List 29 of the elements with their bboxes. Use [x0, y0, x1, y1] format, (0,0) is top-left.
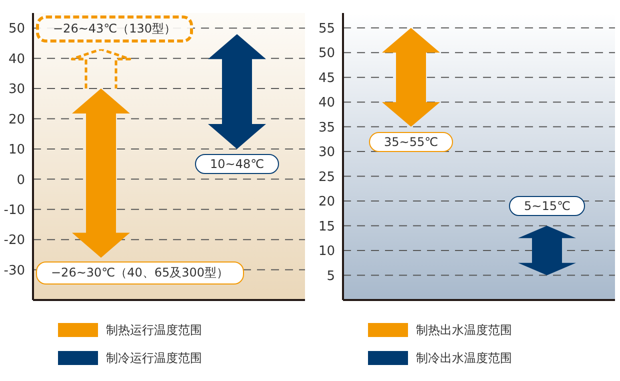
y-tick-label: 10 — [318, 244, 335, 260]
y-tick-label: 20 — [8, 112, 25, 128]
annotation: 5~15℃ — [524, 198, 570, 213]
y-tick-label: 50 — [318, 46, 335, 62]
annotation: 35~55℃ — [384, 134, 438, 149]
y-tick-label: 0 — [16, 172, 25, 188]
annotation: −26~30℃（40、65及300型） — [51, 266, 229, 280]
y-tick-label: 45 — [318, 70, 335, 86]
legend-label: 制冷运行温度范围 — [106, 350, 202, 366]
y-tick-label: 35 — [318, 120, 335, 136]
y-tick-label: 30 — [8, 82, 25, 98]
y-tick-label: 10 — [8, 142, 25, 158]
y-tick-label: 5 — [326, 268, 335, 284]
legend-label: 制热运行温度范围 — [106, 322, 202, 338]
y-tick-label: 20 — [318, 194, 335, 210]
annotation: −26~43℃（130型） — [53, 22, 176, 36]
y-tick-label: 50 — [8, 22, 25, 37]
y-tick-label: -20 — [4, 233, 25, 248]
y-tick-label: 40 — [318, 96, 335, 111]
legend-label: 制冷出水温度范围 — [416, 350, 512, 366]
y-tick-label: 55 — [318, 21, 335, 36]
y-tick-label: 15 — [318, 219, 335, 234]
y-tick-label: 25 — [318, 170, 335, 185]
y-tick-label: 30 — [318, 145, 335, 160]
legend-label: 制热出水温度范围 — [416, 322, 512, 338]
y-tick-label: 40 — [8, 52, 25, 67]
annotation: 10~48℃ — [210, 156, 264, 171]
y-tick-label: -10 — [4, 202, 25, 218]
y-tick-label: -30 — [4, 263, 25, 278]
